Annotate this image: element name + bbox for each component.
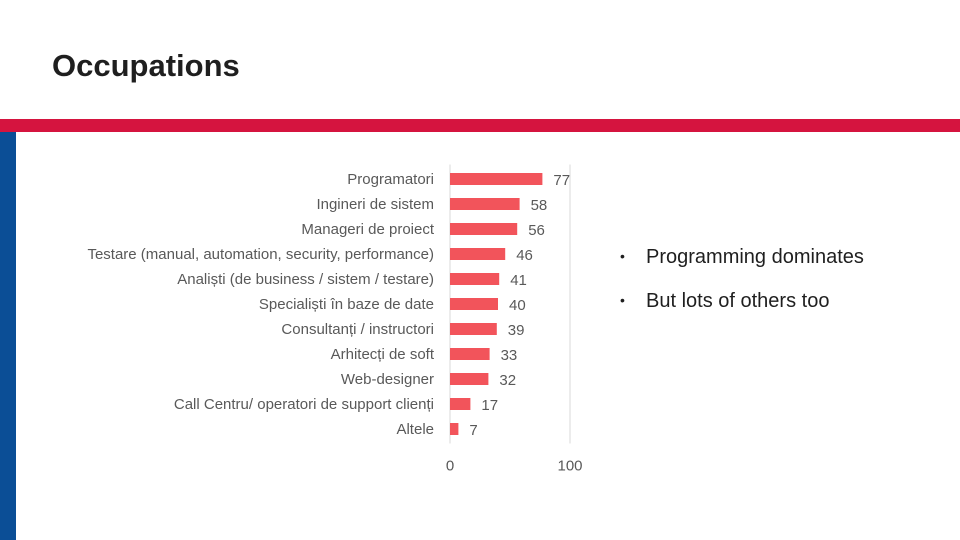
bar-10 bbox=[450, 423, 459, 435]
data-label: 40 bbox=[509, 297, 526, 314]
accent-band bbox=[0, 119, 960, 132]
bullet-text: But lots of others too bbox=[646, 290, 830, 312]
bullet-item: • But lots of others too bbox=[620, 288, 940, 313]
data-label: 56 bbox=[528, 222, 545, 239]
x-tick-label: 0 bbox=[446, 458, 454, 475]
bar-9 bbox=[450, 398, 471, 410]
slide-title: Occupations bbox=[52, 48, 240, 83]
bullet-text: Programming dominates bbox=[646, 246, 864, 268]
category-label: Ingineri de sistem bbox=[316, 196, 434, 213]
data-label: 32 bbox=[499, 372, 516, 389]
data-label: 77 bbox=[553, 172, 570, 189]
category-label: Call Centru/ operatori de support clienț… bbox=[174, 396, 434, 413]
bullet-item: • Programming dominates bbox=[620, 244, 940, 269]
category-label: Web-designer bbox=[341, 371, 434, 388]
data-label: 46 bbox=[516, 247, 533, 264]
category-label: Arhitecți de soft bbox=[331, 346, 435, 363]
data-label: 39 bbox=[508, 322, 525, 339]
category-label: Altele bbox=[396, 421, 434, 438]
data-label: 58 bbox=[531, 197, 548, 214]
bullet-dot-icon: • bbox=[620, 248, 625, 264]
bar-6 bbox=[450, 323, 497, 335]
bar-3 bbox=[450, 248, 506, 260]
bar-1 bbox=[450, 198, 520, 210]
category-label: Programatori bbox=[347, 171, 434, 188]
bar-7 bbox=[450, 348, 490, 360]
data-label: 41 bbox=[510, 272, 527, 289]
bar-8 bbox=[450, 373, 489, 385]
category-label: Specialiști în baze de date bbox=[259, 296, 434, 313]
x-tick-label: 100 bbox=[557, 458, 582, 475]
data-label: 17 bbox=[481, 397, 498, 414]
data-label: 7 bbox=[469, 422, 477, 439]
bar-4 bbox=[450, 273, 500, 285]
category-label: Testare (manual, automation, security, p… bbox=[87, 246, 434, 263]
bullet-list: • Programming dominates • But lots of othe… bbox=[620, 244, 940, 332]
category-label: Analiști (de business / sistem / testare… bbox=[177, 271, 434, 288]
category-label: Manageri de proiect bbox=[301, 221, 434, 238]
bar-0 bbox=[450, 173, 543, 185]
side-accent-bar bbox=[0, 132, 16, 540]
category-label: Consultanți / instructori bbox=[281, 321, 434, 338]
data-label: 33 bbox=[501, 347, 518, 364]
bar-5 bbox=[450, 298, 498, 310]
bullet-dot-icon: • bbox=[620, 292, 625, 308]
bar-2 bbox=[450, 223, 518, 235]
